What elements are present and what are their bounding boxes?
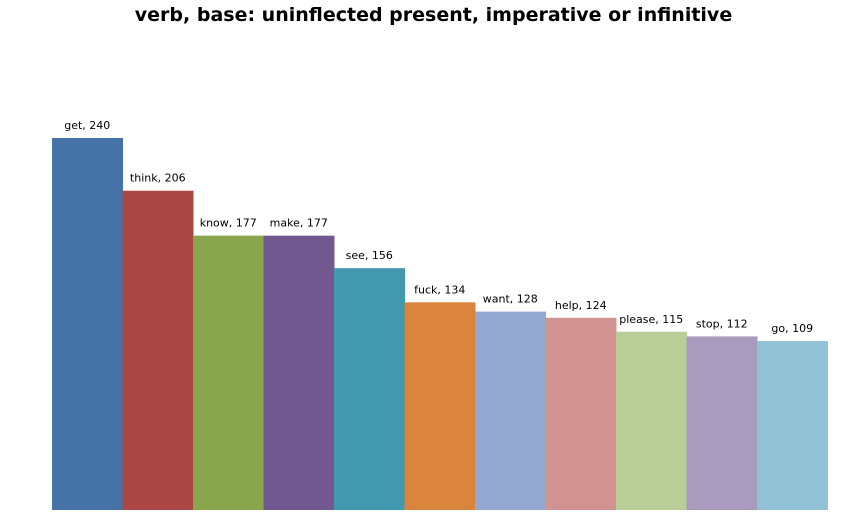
bar-stop (686, 336, 758, 510)
data-label-see: see, 156 (346, 249, 393, 262)
data-label-help: help, 124 (555, 299, 607, 312)
data-label-know: know, 177 (200, 217, 257, 230)
bar-think (122, 190, 194, 510)
data-label-want: want, 128 (483, 293, 538, 306)
bar-help (545, 317, 617, 510)
data-label-make: make, 177 (270, 217, 328, 230)
data-label-get: get, 240 (64, 119, 110, 132)
bar-please (616, 331, 687, 510)
bar-go (757, 341, 828, 510)
data-label-please: please, 115 (619, 313, 683, 326)
data-label-go: go, 109 (771, 322, 813, 335)
data-label-fuck: fuck, 134 (414, 283, 465, 296)
data-label-stop: stop, 112 (696, 317, 748, 330)
bar-want (475, 311, 546, 510)
bar-get (52, 138, 123, 510)
chart-title: verb, base: uninflected present, imperat… (134, 4, 733, 26)
bar-make (263, 235, 335, 510)
bar-know (193, 235, 264, 510)
data-label-think: think, 206 (130, 172, 186, 185)
bar-fuck (404, 302, 476, 510)
bar-see (334, 268, 405, 510)
